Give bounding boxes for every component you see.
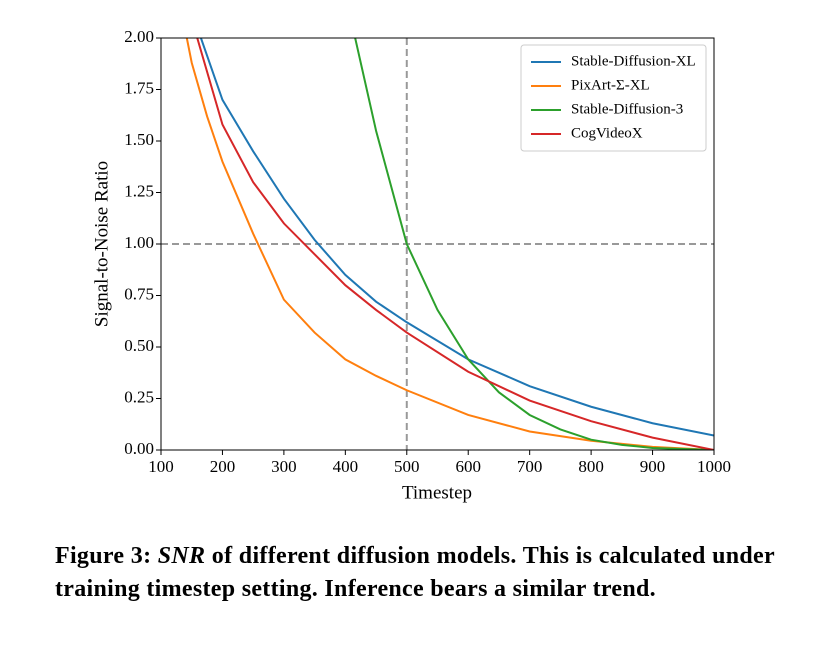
y-tick-label: 0.50 [124,336,154,355]
x-tick-label: 300 [271,457,297,476]
x-tick-label: 400 [333,457,359,476]
caption: Figure 3: SNR of different diffusion mod… [55,540,775,606]
y-tick-label: 0.75 [124,284,154,303]
x-tick-label: 1000 [697,457,731,476]
x-tick-label: 200 [210,457,236,476]
y-axis-label: Signal-to-Noise Ratio [91,161,112,327]
y-tick-label: 2.00 [124,27,154,46]
plot-frame [160,37,715,451]
legend-label: Stable-Diffusion-XL [571,53,696,69]
legend-box [520,44,707,152]
x-tick-label: 500 [394,457,420,476]
legend-label: CogVideoX [571,125,643,141]
x-tick-label: 900 [640,457,666,476]
legend-label: Stable-Diffusion-3 [571,101,683,117]
caption-emph: SNR [157,543,206,569]
y-tick-label: 0.25 [124,387,154,406]
series-line [354,38,714,450]
y-tick-label: 0.00 [124,439,154,458]
y-tick-label: 1.75 [124,78,154,97]
x-axis-label: Timestep [402,482,472,503]
y-tick-label: 1.25 [124,181,154,200]
x-tick-label: 700 [517,457,543,476]
y-tick-label: 1.00 [124,233,154,252]
chart: Timestep Signal-to-Noise Ratio 100 200 300… [91,27,731,503]
legend-label: PixArt-Σ-XL [571,77,650,93]
series-line [199,38,714,437]
y-tick-label: 1.50 [124,130,154,149]
x-tick-label: 800 [578,457,604,476]
series-line [185,38,714,450]
caption-text: of different diffusion models. This is c… [55,543,775,602]
series-line [196,38,714,450]
x-tick-label: 100 [148,457,174,476]
caption-label: Figure 3: [55,543,152,569]
x-tick-label: 600 [455,457,481,476]
